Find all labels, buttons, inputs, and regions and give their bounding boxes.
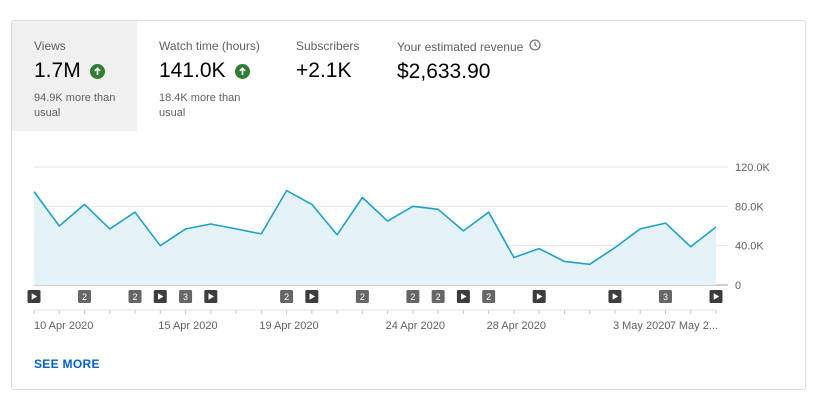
y-tick-label: 80.0K	[735, 201, 764, 213]
video-marker[interactable]	[456, 290, 470, 303]
marker-count-label: 3	[183, 292, 188, 302]
metric-label: Your estimated revenue	[397, 39, 541, 54]
views-area	[34, 190, 716, 285]
metric-label-text: Your estimated revenue	[397, 39, 524, 54]
analytics-card: Views 1.7M 94.9K more than usual Watch time…	[11, 20, 806, 390]
metric-value: 1.7M	[34, 59, 115, 83]
video-count-marker[interactable]: 3	[658, 290, 672, 303]
video-marker[interactable]	[608, 290, 622, 303]
y-tick-label: 0	[735, 280, 741, 292]
y-tick-label: 120.0K	[735, 162, 771, 174]
metric-tab-2[interactable]: Subscribers +2.1K	[274, 21, 375, 131]
video-marker[interactable]	[532, 290, 546, 303]
metric-value: +2.1K	[296, 59, 353, 83]
video-marker[interactable]	[709, 290, 723, 303]
x-tick-label: 3 May 2020	[613, 320, 670, 332]
metric-value-text: $2,633.90	[397, 60, 491, 83]
metric-tab-1[interactable]: Watch time (hours) 141.0K 18.4K more than …	[137, 21, 274, 131]
marker-count-label: 2	[486, 292, 491, 302]
video-count-marker[interactable]: 3	[179, 290, 193, 303]
see-more-link[interactable]: SEE MORE	[34, 357, 100, 371]
x-tick-label: 24 Apr 2020	[386, 320, 445, 332]
metric-note: 18.4K more than usual	[159, 92, 241, 119]
video-marker[interactable]	[27, 290, 41, 303]
play-icon	[536, 293, 543, 300]
video-marker[interactable]	[204, 290, 218, 303]
video-marker[interactable]	[153, 290, 167, 303]
arrow-up-icon	[89, 63, 105, 79]
video-count-marker[interactable]: 2	[406, 290, 420, 303]
play-icon	[157, 293, 164, 300]
play-icon	[713, 293, 720, 300]
marker-count-label: 2	[410, 292, 415, 302]
x-tick-label: 28 Apr 2020	[487, 320, 546, 332]
x-tick-label: 7 May 2...	[670, 320, 718, 332]
marker-count-label: 2	[133, 292, 138, 302]
metric-value-text: 141.0K	[159, 59, 226, 82]
play-icon	[461, 293, 467, 300]
marker-count-label: 2	[360, 292, 365, 302]
video-count-marker[interactable]: 2	[482, 290, 496, 303]
metric-value: 141.0K	[159, 59, 252, 83]
video-count-marker[interactable]: 2	[431, 290, 445, 303]
views-line	[33, 189, 717, 266]
metric-label: Subscribers	[296, 39, 359, 53]
marker-count-label: 2	[436, 292, 441, 302]
arrow-up-icon	[234, 63, 250, 79]
metric-tab-3[interactable]: Your estimated revenue $2,633.90	[375, 21, 555, 131]
video-count-marker[interactable]: 2	[355, 290, 369, 303]
video-count-marker[interactable]: 2	[128, 290, 142, 303]
metric-note: 94.9K more than usual	[34, 92, 116, 119]
x-tick-label: 10 Apr 2020	[34, 320, 93, 332]
metric-value: $2,633.90	[397, 60, 533, 84]
metric-tab-0[interactable]: Views 1.7M 94.9K more than usual	[12, 21, 137, 131]
metric-value-text: +2.1K	[296, 59, 352, 82]
clock-icon[interactable]	[529, 39, 541, 54]
metric-label: Watch time (hours)	[159, 39, 260, 53]
video-count-marker[interactable]: 2	[78, 290, 92, 303]
metric-value-text: 1.7M	[34, 59, 81, 82]
play-icon	[31, 293, 38, 300]
video-count-marker[interactable]: 2	[280, 290, 294, 303]
x-tick-label: 19 Apr 2020	[259, 320, 318, 332]
metric-label: Views	[34, 39, 115, 53]
metric-label-text: Subscribers	[296, 39, 360, 53]
views-chart: 120.0K 80.0K 40.0K 0 2 2 3 2 2 2 2 2 3 10 Apr 2020 15 …	[27, 162, 771, 332]
metric-label-text: Watch time (hours)	[159, 39, 260, 53]
play-icon	[612, 293, 619, 300]
play-icon	[208, 293, 215, 300]
play-icon	[309, 293, 316, 300]
marker-count-label: 3	[663, 292, 668, 302]
metric-label-text: Views	[34, 39, 66, 53]
marker-count-label: 2	[284, 292, 289, 302]
video-marker[interactable]	[305, 290, 319, 303]
y-tick-label: 40.0K	[735, 241, 764, 253]
marker-count-label: 2	[82, 292, 87, 302]
x-tick-label: 15 Apr 2020	[158, 320, 217, 332]
